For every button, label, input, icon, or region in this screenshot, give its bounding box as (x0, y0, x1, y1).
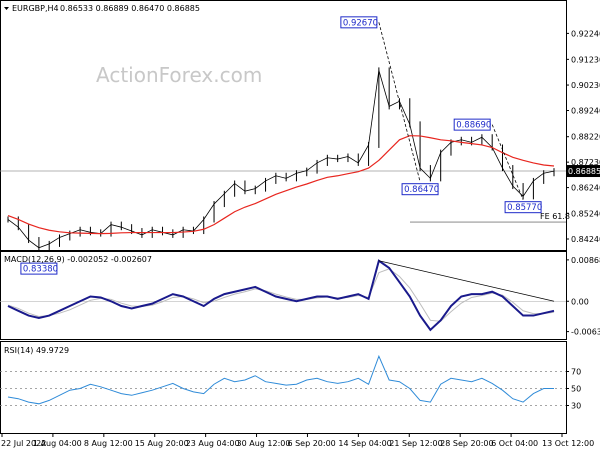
macd-signal-line (7, 268, 555, 322)
ma-line (7, 135, 555, 235)
time-tick-label: 28 Sep 20:00 (440, 439, 493, 448)
current-price-label: 0.86885 (568, 167, 600, 176)
price-label-box (401, 183, 439, 196)
macd-title: MACD(12,26,9) -0.002052 -0.002607 (4, 255, 152, 264)
price-label-box (504, 201, 542, 214)
price-line (7, 67, 555, 251)
header: EURGBP,H4 0.86533 0.86889 0.86470 0.8688… (4, 4, 200, 13)
price-label: 0.88690 (456, 121, 491, 131)
price-annotations: 0.83380 0.92670 0.88690 0.86470 0.85770 (20, 16, 542, 275)
macd-panel: MACD(12,26,9) -0.002052 -0.002607 0.0086… (0, 255, 600, 337)
moving-average (7, 135, 555, 235)
time-tick-label: 6 Sep 20:00 (287, 439, 335, 448)
macd-tick-label: -0.006366 (571, 328, 600, 337)
rsi-tick-label: 70 (571, 368, 581, 377)
rsi-line (7, 354, 555, 405)
rsi-tick-label: 30 (571, 402, 581, 411)
fe-label: FE 61.8 (540, 212, 570, 221)
price-label: 0.92670 (343, 18, 378, 28)
current-price-box (566, 165, 600, 178)
time-tick-label: 8 Aug 12:00 (84, 439, 133, 448)
time-tick-label: 6 Oct 04:00 (491, 439, 538, 448)
time-tick-label: 13 Oct 12:00 (542, 439, 594, 448)
time-tick-label: 21 Sep 12:00 (389, 439, 442, 448)
time-tick-label: 30 Aug 12:00 (237, 439, 291, 448)
macd-tick-label: 0.00 (571, 297, 589, 306)
time-tick-label: 1 Aug 04:00 (33, 439, 82, 448)
rsi-title: RSI(14) 49.9729 (4, 346, 69, 355)
macd-trendline (378, 260, 555, 302)
ohlc-values: 0.86533 0.86889 0.86470 0.86885 (60, 4, 200, 13)
rsi-tick-label: 50 (571, 385, 581, 394)
macd-panel-border (0, 251, 567, 340)
price-label: 0.83380 (23, 265, 58, 275)
time-tick-label: 22 Jul 2022 (1, 439, 46, 448)
rsi-panel-border (0, 341, 567, 434)
trend-dashed-line (378, 22, 421, 182)
watermark: ActionForex.com (96, 63, 262, 87)
symbol-label: EURGBP,H4 (12, 4, 59, 13)
dropdown-arrow-icon[interactable] (4, 7, 9, 10)
price-label-box (453, 118, 491, 131)
price-label-box (340, 16, 378, 29)
trend-dashed-line (491, 124, 524, 200)
price-label: 0.85770 (507, 203, 542, 213)
price-label-box (20, 262, 58, 275)
time-tick-label: 15 Aug 20:00 (135, 439, 189, 448)
macd-tick-label: 0.008686 (571, 256, 600, 265)
close-line (7, 70, 555, 249)
price-label: 0.86470 (404, 185, 439, 195)
macd-line (7, 259, 555, 332)
time-tick-label: 23 Aug 04:00 (186, 439, 240, 448)
rsi-panel: RSI(14) 49.9729 70 50 30 (0, 346, 581, 411)
time-tick-label: 14 Sep 04:00 (338, 439, 391, 448)
price-panel-border (0, 0, 567, 251)
